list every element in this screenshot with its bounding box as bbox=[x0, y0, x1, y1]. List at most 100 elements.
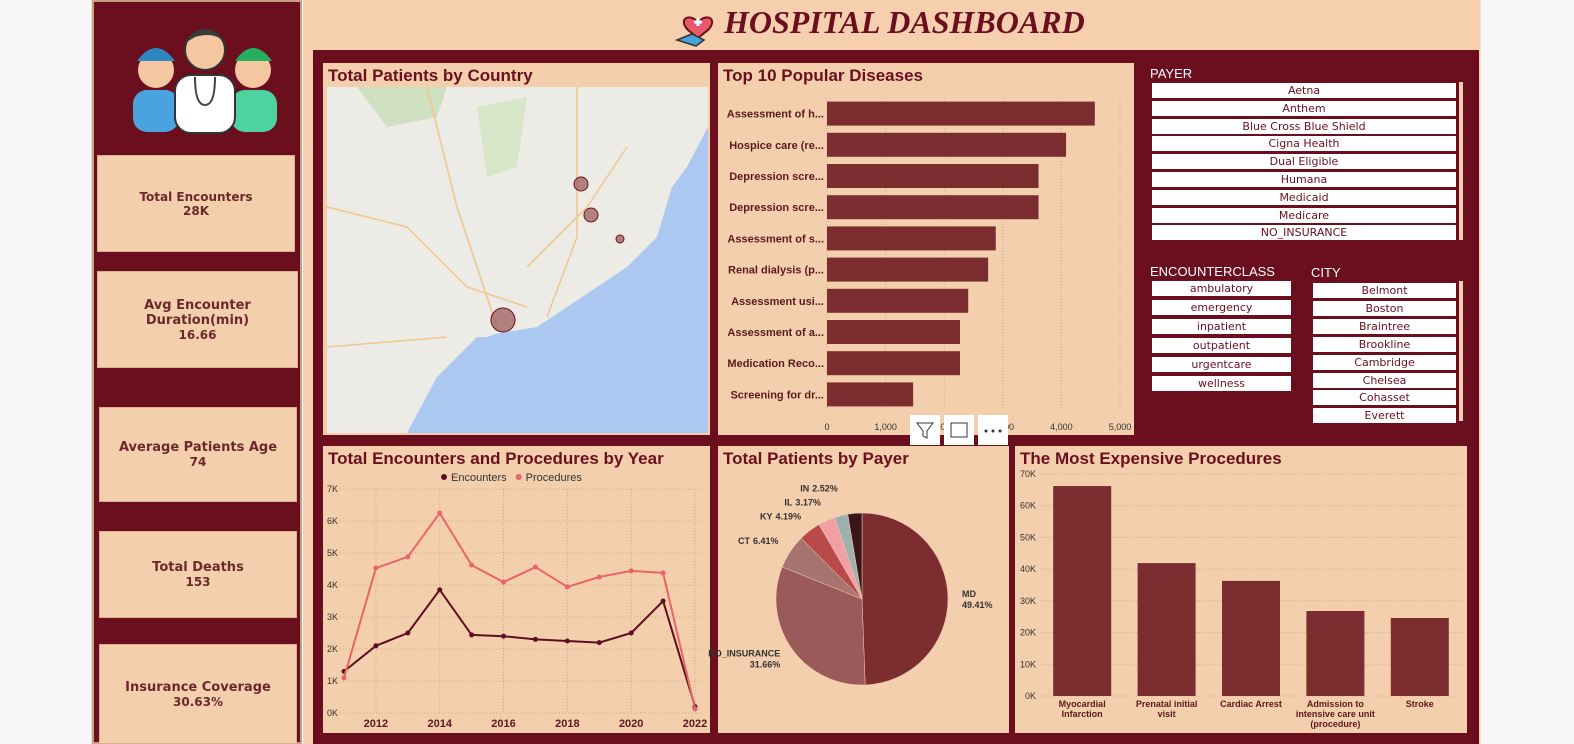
y-tick-label: 10K bbox=[1020, 659, 1036, 669]
legend-label: Procedures bbox=[526, 472, 583, 484]
point bbox=[628, 630, 634, 636]
point bbox=[501, 579, 507, 585]
slicer-title: PAYER bbox=[1150, 66, 1193, 81]
x-tick-label: Cardiac Arrest bbox=[1220, 699, 1282, 709]
point bbox=[660, 570, 666, 576]
bar bbox=[1222, 580, 1280, 696]
x-tick-label: 2022 bbox=[683, 718, 707, 730]
y-tick-label: Assessment of s... bbox=[727, 233, 824, 245]
slicer-item[interactable]: Chelsea bbox=[1312, 371, 1457, 389]
slicer-item[interactable]: Cigna Health bbox=[1151, 135, 1457, 153]
point bbox=[532, 564, 538, 570]
slicer-item[interactable]: Belmont bbox=[1312, 282, 1457, 299]
margin bbox=[1480, 0, 1574, 744]
slicer-item[interactable]: Dual Eligible bbox=[1151, 153, 1457, 171]
kpi-label: Avg Encounter Duration(min) bbox=[144, 297, 251, 328]
slicer-item[interactable]: outpatient bbox=[1151, 337, 1292, 354]
scrollbar bbox=[1459, 82, 1463, 240]
y-tick-label: Assessment of a... bbox=[727, 327, 824, 339]
point bbox=[405, 554, 411, 560]
slicer-item[interactable]: wellness bbox=[1151, 375, 1292, 392]
slicer-item[interactable]: Cohasset bbox=[1312, 389, 1457, 407]
visual-toolbar bbox=[910, 415, 1008, 445]
x-tick-label: Prenatal initial visit bbox=[1135, 699, 1198, 719]
slicer-item[interactable]: Cambridge bbox=[1312, 353, 1457, 371]
panel-title: Total Encounters and Procedures by Year bbox=[328, 449, 664, 468]
panel-title: Total Patients by Payer bbox=[723, 449, 909, 468]
slicer-item[interactable]: Blue Cross Blue Shield bbox=[1151, 117, 1457, 135]
x-tick-label: 4,000 bbox=[1050, 422, 1073, 432]
x-tick-label: 2012 bbox=[364, 718, 388, 730]
point bbox=[532, 636, 538, 642]
slicer-item[interactable]: ambulatory bbox=[1151, 280, 1292, 297]
doctor-left bbox=[133, 48, 179, 132]
slicer-item[interactable]: NO_INSURANCE bbox=[1151, 224, 1457, 242]
x-tick-label: Admission to intensive care unit (proced… bbox=[1295, 699, 1375, 729]
slicer-title: CITY bbox=[1311, 265, 1341, 280]
y-tick-label: 40K bbox=[1020, 564, 1036, 574]
panel-title: Top 10 Popular Diseases bbox=[723, 66, 923, 85]
chart-panel: Total Encounters and Procedures by Year bbox=[323, 446, 710, 733]
point bbox=[692, 706, 698, 712]
point bbox=[501, 633, 507, 639]
slicer-item[interactable]: Medicaid bbox=[1151, 188, 1457, 206]
y-tick-label: 70K bbox=[1020, 469, 1036, 479]
slicer-item[interactable]: Medicare bbox=[1151, 206, 1457, 224]
slicer-item[interactable]: Anthem bbox=[1151, 99, 1457, 117]
y-tick-label: Assessment of h... bbox=[727, 109, 824, 121]
bar bbox=[827, 226, 996, 251]
slicer-item[interactable]: Everett bbox=[1312, 407, 1457, 425]
pie-slice bbox=[861, 512, 949, 686]
y-tick-label: 7K bbox=[327, 484, 338, 494]
data-label: IL 3.17% bbox=[784, 498, 821, 508]
kpi-card: Avg Encounter Duration(min) 16.66 bbox=[97, 271, 298, 368]
bar bbox=[827, 132, 1067, 157]
point bbox=[469, 562, 475, 568]
bar bbox=[827, 164, 1039, 188]
y-tick-label: 20K bbox=[1020, 628, 1036, 638]
kpi-value: 30.63% bbox=[173, 694, 223, 709]
slicer-item[interactable]: inpatient bbox=[1151, 318, 1292, 335]
filter-button[interactable] bbox=[910, 415, 940, 445]
y-tick-label: 0K bbox=[327, 708, 338, 718]
slicer-item[interactable]: Braintree bbox=[1312, 317, 1457, 335]
point bbox=[469, 632, 475, 638]
slicer-item[interactable]: Brookline bbox=[1312, 335, 1457, 353]
slicer-item[interactable]: Humana bbox=[1151, 171, 1457, 188]
y-tick-label: 4K bbox=[327, 580, 338, 590]
label-value: 4.19% bbox=[776, 512, 802, 522]
slicer-item[interactable]: emergency bbox=[1151, 299, 1292, 316]
focus-button[interactable] bbox=[944, 415, 974, 445]
header-icon bbox=[674, 16, 714, 47]
bar bbox=[1053, 486, 1112, 696]
slicer-item[interactable]: Aetna bbox=[1151, 82, 1457, 99]
bar bbox=[827, 288, 969, 313]
y-tick-label: 3K bbox=[327, 612, 338, 622]
label-value: 31.66% bbox=[750, 660, 781, 670]
kpi-value: 28K bbox=[183, 203, 209, 218]
dashboard-title: HOSPITAL DASHBOARD bbox=[724, 4, 1085, 40]
label-name: IN bbox=[800, 484, 809, 494]
y-tick-label: Screening for dr... bbox=[730, 389, 824, 401]
margin bbox=[0, 0, 92, 744]
y-tick-label: 1K bbox=[327, 676, 338, 686]
slicer-item[interactable]: Boston bbox=[1312, 299, 1457, 317]
slicer-item[interactable]: urgentcare bbox=[1151, 356, 1292, 373]
legend-marker bbox=[515, 474, 522, 480]
y-tick-label: 5K bbox=[327, 548, 338, 558]
y-tick-label: 30K bbox=[1020, 596, 1036, 606]
kpi-card: Insurance Coverage 30.63% bbox=[99, 644, 297, 744]
point bbox=[596, 640, 602, 646]
kpi-label: Average Patients Age bbox=[118, 440, 278, 455]
bar bbox=[1306, 611, 1365, 696]
x-tick-label: 5,000 bbox=[1109, 422, 1132, 432]
bar bbox=[1390, 617, 1449, 696]
data-label: MD 49.41% bbox=[962, 589, 993, 610]
slicer-title: ENCOUNTERCLASS bbox=[1150, 264, 1275, 279]
point bbox=[373, 565, 379, 571]
x-tick-label: Myocardial Infarction bbox=[1058, 699, 1106, 719]
kpi-label: Insurance Coverage bbox=[125, 679, 271, 695]
scrollbar bbox=[1459, 281, 1463, 421]
legend-label: Encounters bbox=[451, 472, 507, 484]
map bbox=[327, 87, 708, 433]
